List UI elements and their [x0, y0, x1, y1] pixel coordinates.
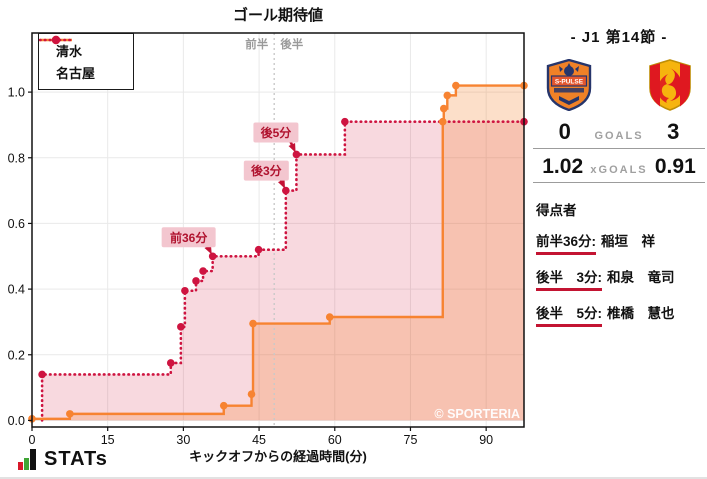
scorer-name: 稲垣 祥 [601, 234, 656, 249]
scorers-section: 得点者 前半36分: 稲垣 祥後半 3分: 和泉 竜司後半 5分: 椎橋 慧也 [531, 199, 707, 327]
series-marker [249, 319, 257, 328]
series-fill [32, 85, 524, 421]
x-tick-label: 90 [479, 433, 493, 447]
annotation-label: 後5分 [261, 125, 292, 140]
x-tick-label: 30 [176, 433, 190, 447]
series-marker [219, 401, 228, 410]
svg-text:S-PULSE: S-PULSE [555, 79, 584, 86]
annotation-box [243, 160, 289, 181]
x-tick-label: 75 [404, 433, 418, 447]
scorer-name: 和泉 竜司 [607, 270, 675, 285]
y-tick-label: 0.6 [8, 217, 25, 231]
stats-brand: STATs [18, 446, 108, 470]
goals-label: GOALS [594, 130, 644, 142]
team-logos: S-PULSE [531, 59, 707, 111]
annotation-box [253, 122, 299, 143]
away-xgoals: 0.91 [654, 155, 696, 178]
series-marker [199, 267, 207, 275]
series-marker [254, 245, 263, 254]
scorers-heading: 得点者 [536, 203, 577, 218]
chart-title: ゴール期待値 [233, 6, 323, 24]
scorers-list: 前半36分: 稲垣 祥後半 3分: 和泉 竜司後半 5分: 椎橋 慧也 [536, 230, 702, 327]
xgoals-divider [533, 182, 705, 183]
y-tick-label: 1.0 [8, 86, 25, 100]
series-marker [325, 313, 334, 321]
series-marker [282, 186, 290, 195]
goals-row: 0 GOALS 3 [531, 119, 707, 145]
xgoals-label: xGOALS [590, 164, 648, 176]
series-marker [181, 286, 189, 295]
bar-chart-icon [18, 449, 37, 470]
series-marker [247, 390, 256, 398]
first-half-label: 前半 [245, 37, 268, 51]
x-tick-label: 45 [252, 433, 266, 447]
series-marker [443, 91, 452, 100]
annotation-arrowhead [277, 179, 285, 189]
y-tick-label: 0.0 [8, 414, 25, 428]
home-goals: 0 [558, 119, 571, 144]
home-team-logo-icon: S-PULSE [546, 59, 592, 111]
series-marker [341, 117, 349, 126]
y-tick-label: 0.4 [8, 283, 25, 297]
series-fill [42, 121, 524, 421]
away-goals: 3 [667, 119, 680, 144]
scorer-time: 前半36分: [536, 230, 597, 255]
series-marker [208, 252, 217, 261]
scorer-row: 前半36分: 稲垣 祥 [536, 230, 702, 255]
match-title: - J1 第14節 - [570, 29, 668, 46]
y-tick-label: 0.8 [8, 151, 25, 165]
second-half-label: 後半 [280, 37, 303, 51]
series-marker [177, 323, 185, 331]
annotation-label: 後3分 [251, 163, 282, 178]
series-marker [38, 370, 46, 379]
x-tick-label: 15 [101, 433, 115, 447]
scorer-time: 後半 3分: [536, 266, 603, 291]
series-marker [452, 81, 460, 90]
sporteria-watermark: © SPORTERIA [434, 407, 520, 421]
xgoals-row: 1.02 xGOALS 0.91 [531, 155, 707, 179]
series-marker [66, 410, 74, 418]
y-tick-label: 0.2 [8, 348, 25, 362]
annotation-arrowhead [288, 142, 296, 153]
home-xgoals: 1.02 [542, 155, 584, 178]
scorer-time: 後半 5分: [536, 302, 603, 327]
series-marker [292, 150, 301, 159]
plot-border [31, 32, 525, 428]
annotation-label: 前36分 [170, 230, 207, 245]
legend-label: 清水 [56, 43, 83, 59]
legend-item-名古屋: 名古屋 [39, 35, 125, 83]
xg-chart: 前半 後半前36分 後3分 後5分 0 15 30 45 60 75 90 0.0 0.2 0.4 0.6 0… [8, 6, 528, 464]
series-marker [438, 117, 447, 126]
scorer-row: 後半 3分: 和泉 竜司 [536, 266, 702, 291]
chart-legend: 清水 名古屋 [38, 33, 134, 90]
goals-divider [533, 148, 705, 149]
x-tick-label: 0 [29, 433, 36, 447]
scorer-name: 椎橋 慧也 [607, 306, 675, 321]
series-marker [192, 277, 200, 285]
legend-swatch-icon [39, 35, 73, 45]
x-tick-label: 60 [328, 433, 342, 447]
scorer-row: 後半 5分: 椎橋 慧也 [536, 302, 702, 327]
series-marker [439, 104, 448, 113]
x-axis-label: キックオフからの経過時間(分) [189, 449, 367, 464]
series-marker [166, 359, 175, 367]
annotation-box [161, 227, 216, 248]
away-team-logo-icon [649, 59, 691, 111]
match-panel: - J1 第14節 - S-PULSE 0 [531, 0, 707, 477]
legend-label: 名古屋 [56, 65, 96, 81]
brand-text: STATs [44, 448, 108, 470]
